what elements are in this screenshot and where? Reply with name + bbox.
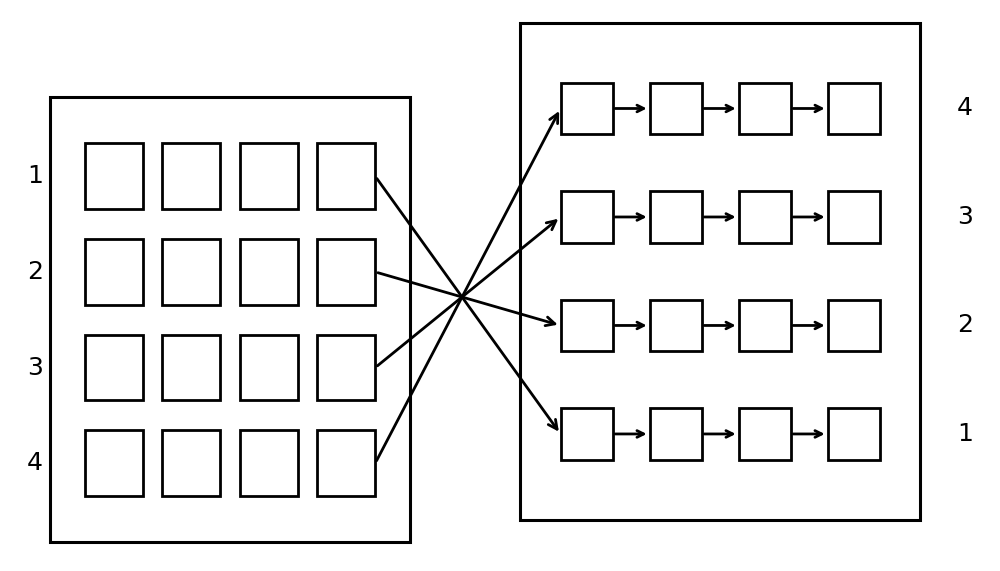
Bar: [560, 408, 612, 460]
Text: 1: 1: [27, 164, 43, 188]
Bar: [650, 408, 702, 460]
Bar: [828, 408, 880, 460]
Text: 2: 2: [27, 260, 43, 284]
Text: 2: 2: [957, 313, 973, 337]
Bar: [240, 431, 298, 496]
Bar: [85, 143, 143, 209]
Bar: [162, 239, 220, 305]
Bar: [738, 83, 790, 134]
Bar: [650, 191, 702, 243]
Bar: [162, 431, 220, 496]
Text: 3: 3: [27, 356, 43, 380]
Bar: [240, 239, 298, 305]
Text: 3: 3: [957, 205, 973, 229]
Bar: [50, 97, 410, 542]
Bar: [317, 239, 375, 305]
Text: 4: 4: [27, 451, 43, 475]
Bar: [828, 191, 880, 243]
Bar: [738, 408, 790, 460]
Text: 1: 1: [957, 422, 973, 446]
Bar: [240, 143, 298, 209]
Bar: [560, 191, 612, 243]
Bar: [85, 335, 143, 400]
Bar: [738, 191, 790, 243]
Bar: [738, 300, 790, 351]
Bar: [520, 23, 920, 520]
Bar: [317, 431, 375, 496]
Bar: [317, 143, 375, 209]
Bar: [560, 83, 612, 134]
Bar: [162, 143, 220, 209]
Bar: [85, 239, 143, 305]
Bar: [85, 431, 143, 496]
Bar: [650, 300, 702, 351]
Bar: [317, 335, 375, 400]
Bar: [560, 300, 612, 351]
Bar: [162, 335, 220, 400]
Bar: [650, 83, 702, 134]
Text: 4: 4: [957, 96, 973, 120]
Bar: [828, 300, 880, 351]
Bar: [240, 335, 298, 400]
Bar: [828, 83, 880, 134]
